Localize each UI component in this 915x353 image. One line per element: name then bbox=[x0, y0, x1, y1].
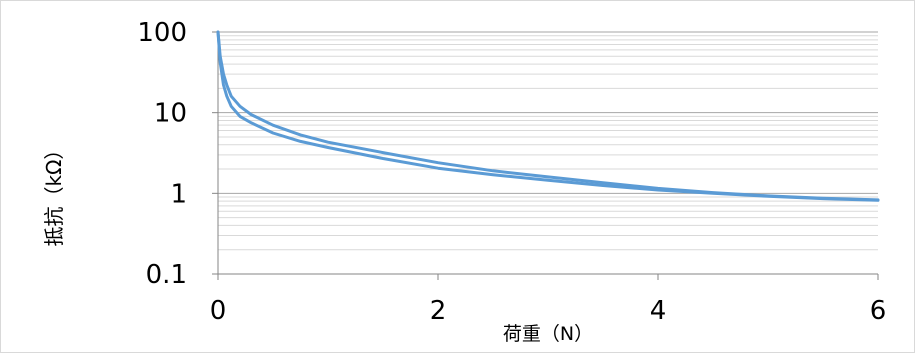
x-tick-label: 6 bbox=[870, 296, 887, 326]
x-tick-label: 2 bbox=[430, 296, 447, 326]
x-axis-title: 荷重（N） bbox=[503, 323, 593, 345]
y-axis-title: 抵抗（kΩ） bbox=[42, 140, 66, 247]
y-tick-label: 1 bbox=[170, 179, 187, 209]
series-line-2 bbox=[216, 30, 880, 202]
y-tick-label: 100 bbox=[137, 18, 187, 48]
x-tick-label: 0 bbox=[210, 296, 227, 326]
y-tick-label: 0.1 bbox=[146, 260, 187, 290]
y-tick-label: 10 bbox=[154, 99, 187, 129]
x-tick-label: 4 bbox=[650, 296, 667, 326]
